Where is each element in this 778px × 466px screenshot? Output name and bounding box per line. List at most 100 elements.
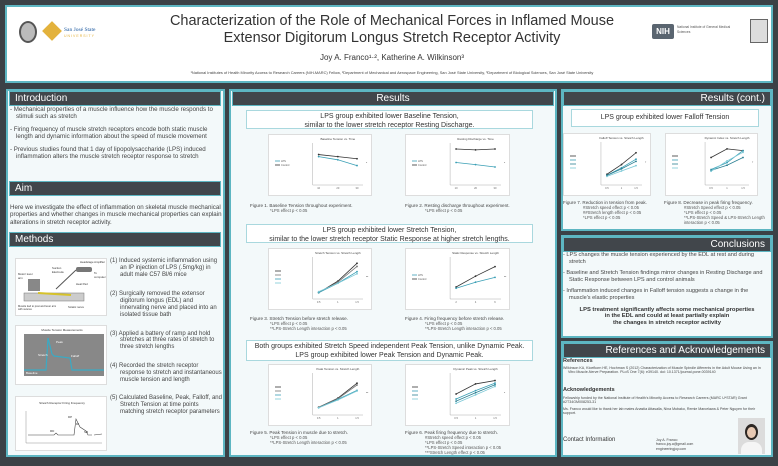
data-point [494,265,496,268]
data-point [455,287,457,290]
data-point [474,275,477,278]
significance-marker: ** [366,391,369,395]
chart-title: Falloff Tension vs. Stretch Length [599,136,644,140]
data-point [710,156,712,159]
method-step: (1) Induced systemic inflammation using … [110,258,218,278]
data-point [742,149,744,152]
x-tick-label: 1.5 [355,416,359,420]
data-point [317,153,320,156]
finding-line: similar to the lower stretch receptor Re… [304,121,475,129]
conclusion-bullet: - Inflammation induced changes in Fallof… [563,288,749,301]
plot-label: Baseline [26,371,38,375]
data-point [635,151,637,154]
chart-title: Peak Tension vs. Stretch Length [316,367,359,371]
x-tick-label: 1.5 [493,416,497,420]
x-tick-label: 1 [337,300,339,304]
results-header: Results [232,91,554,106]
conclusion-bullet: - Baseline and Stretch Tension findings … [563,270,763,283]
data-point [726,147,728,150]
firing-trace-icon [25,411,103,444]
x-tick-label: 0.5 [317,416,321,420]
caption-note: **LPS-Stretch Speed interaction p < 0.05 [425,445,502,450]
caption-note: *LPS effect p < 0.05 [684,210,722,215]
caption-note: **LPS-Stretch Length interaction p < 0.0… [270,440,347,445]
chart-title: Baseline Tension vs. Time [321,137,356,141]
data-point [336,399,339,401]
figure-6: Dynamic Peak vs. Stretch Length 0.5 1 1.5 * [405,364,510,426]
tension-trace-icon [24,334,104,376]
conclusions-header: Conclusions [563,237,771,252]
plot-title: Muscle Tension Measurements [41,328,83,332]
data-point [455,398,457,400]
caption-note: **LPS-Stretch Speed & LPS-Stretch Length… [684,215,765,225]
data-point [606,175,608,178]
reference-citation: Wilkinson KA, Kloefkorn HE, Hochman S (2… [563,366,761,375]
seal-logo-right [750,19,768,43]
plot-label: Stretch [38,353,48,357]
x-tick-label: 1.5 [741,186,745,190]
series-line [318,384,358,408]
data-point [474,281,477,284]
legend-label: Control [418,163,427,167]
figure-2-chart: Resting Discharge vs. Time 10 20 30 LPSContr… [412,137,506,190]
significance-marker: * [504,161,506,165]
chart-title: Dynamic Index vs. Stretch Length [705,136,750,140]
data-point [474,163,477,166]
legend-label: Control [281,163,290,167]
data-point [356,265,358,268]
figure-2: Resting Discharge vs. Time 10 20 30 LPS Contr… [405,134,510,196]
acknowledgements-heading: Acknowledgements [563,387,615,393]
series-line [710,148,744,158]
data-point [635,158,637,161]
figure-4-caption: Figure 4. Firing frequency before stretc… [405,316,515,331]
data-point [356,384,358,386]
aim-text: Here we investigate the effect of inflam… [10,204,222,226]
sjsu-logo-text: San José State [64,27,96,33]
figure-3-chart: Stretch Tension vs. Stretch Length 0.5 1 1.… [275,251,369,304]
data-point [474,393,477,396]
data-point [726,160,728,162]
figure-7-chart: Falloff Tension vs. Stretch Length 0.5 1 1.… [570,136,647,190]
methods-steps: (1) Induced systemic inflammation using … [110,258,222,421]
caption-note: #Stretch speed effect p < 0.05 [583,205,639,210]
plot-label: DI [76,422,79,426]
x-tick-label: 30 [494,186,497,190]
results-cont-header: Results (cont.) [563,91,771,106]
caption-note: *LPS effect p < 0.05 [270,321,308,326]
plot-label: RD [50,429,55,433]
finding-line: LPS group exhibited lower Stretch Tensio… [322,227,457,234]
x-tick-label: 1.5 [355,300,359,304]
introduction-header: Introduction [9,91,221,106]
figure-7: Falloff Tension vs. Stretch Length 0.5 1 1.… [563,133,651,196]
tissue-bath-diagram-icon [23,267,92,302]
figure-1: Baseline Tension vs. Time 10 20 30 LPS Contro… [268,134,372,196]
x-tick-label: 20 [336,186,339,190]
caption-note: *LPS effect p < 0.05 [583,215,621,220]
plot-title: Stretch Receptor Firing Frequency [39,401,85,405]
caption-note: *LPS effect p < 0.05 [425,321,463,326]
figure-8: Dynamic Index vs. Stretch Length 0.5 1 1.5 * [665,133,758,196]
data-point [742,156,744,159]
data-point [635,160,637,163]
chart-title: Static Response vs. Stretch Length [452,251,499,255]
finding-line: Both groups exhibited Stretch Speed inde… [254,343,525,350]
chart-title: Dynamic Peak vs. Stretch Length [453,367,498,371]
contact-email[interactable]: franco.joy.a@gmail.com [656,442,694,447]
tension-measurements-plot: Muscle Tension Measurements Peak Falloff… [15,325,107,385]
caption-title: Figure 8. Decrease in peak firing freque… [664,200,753,205]
diagram-label: Motor/ lever arm [18,272,33,280]
method-step: (4) Recorded the stretch receptor respon… [110,362,222,383]
figure-1-chart: Baseline Tension vs. Time 10 20 30 LPSContro… [275,137,368,190]
poster-title: Characterization of the Role of Mechanic… [127,13,657,47]
data-point [494,148,496,150]
author-photo [738,418,765,454]
caption-title: Figure 1. Baseline Tension throughout ex… [250,203,353,208]
contact-website[interactable]: engineeringjoy.com [656,446,687,451]
introduction-text: - Mechanical properties of a muscle infl… [10,106,220,165]
summary-line: the changes in stretch receptor activity [613,319,721,326]
figure-6-chart: Dynamic Peak vs. Stretch Length 0.5 1 1.5 * [412,367,506,420]
figure-4: Static Response vs. Stretch Length 2 4 6 LPS… [405,248,510,310]
data-point [726,164,728,167]
caption-note: *LPS effect p < 0.05 [425,440,463,445]
intro-bullet: - Mechanical properties of a muscle infl… [10,106,213,121]
